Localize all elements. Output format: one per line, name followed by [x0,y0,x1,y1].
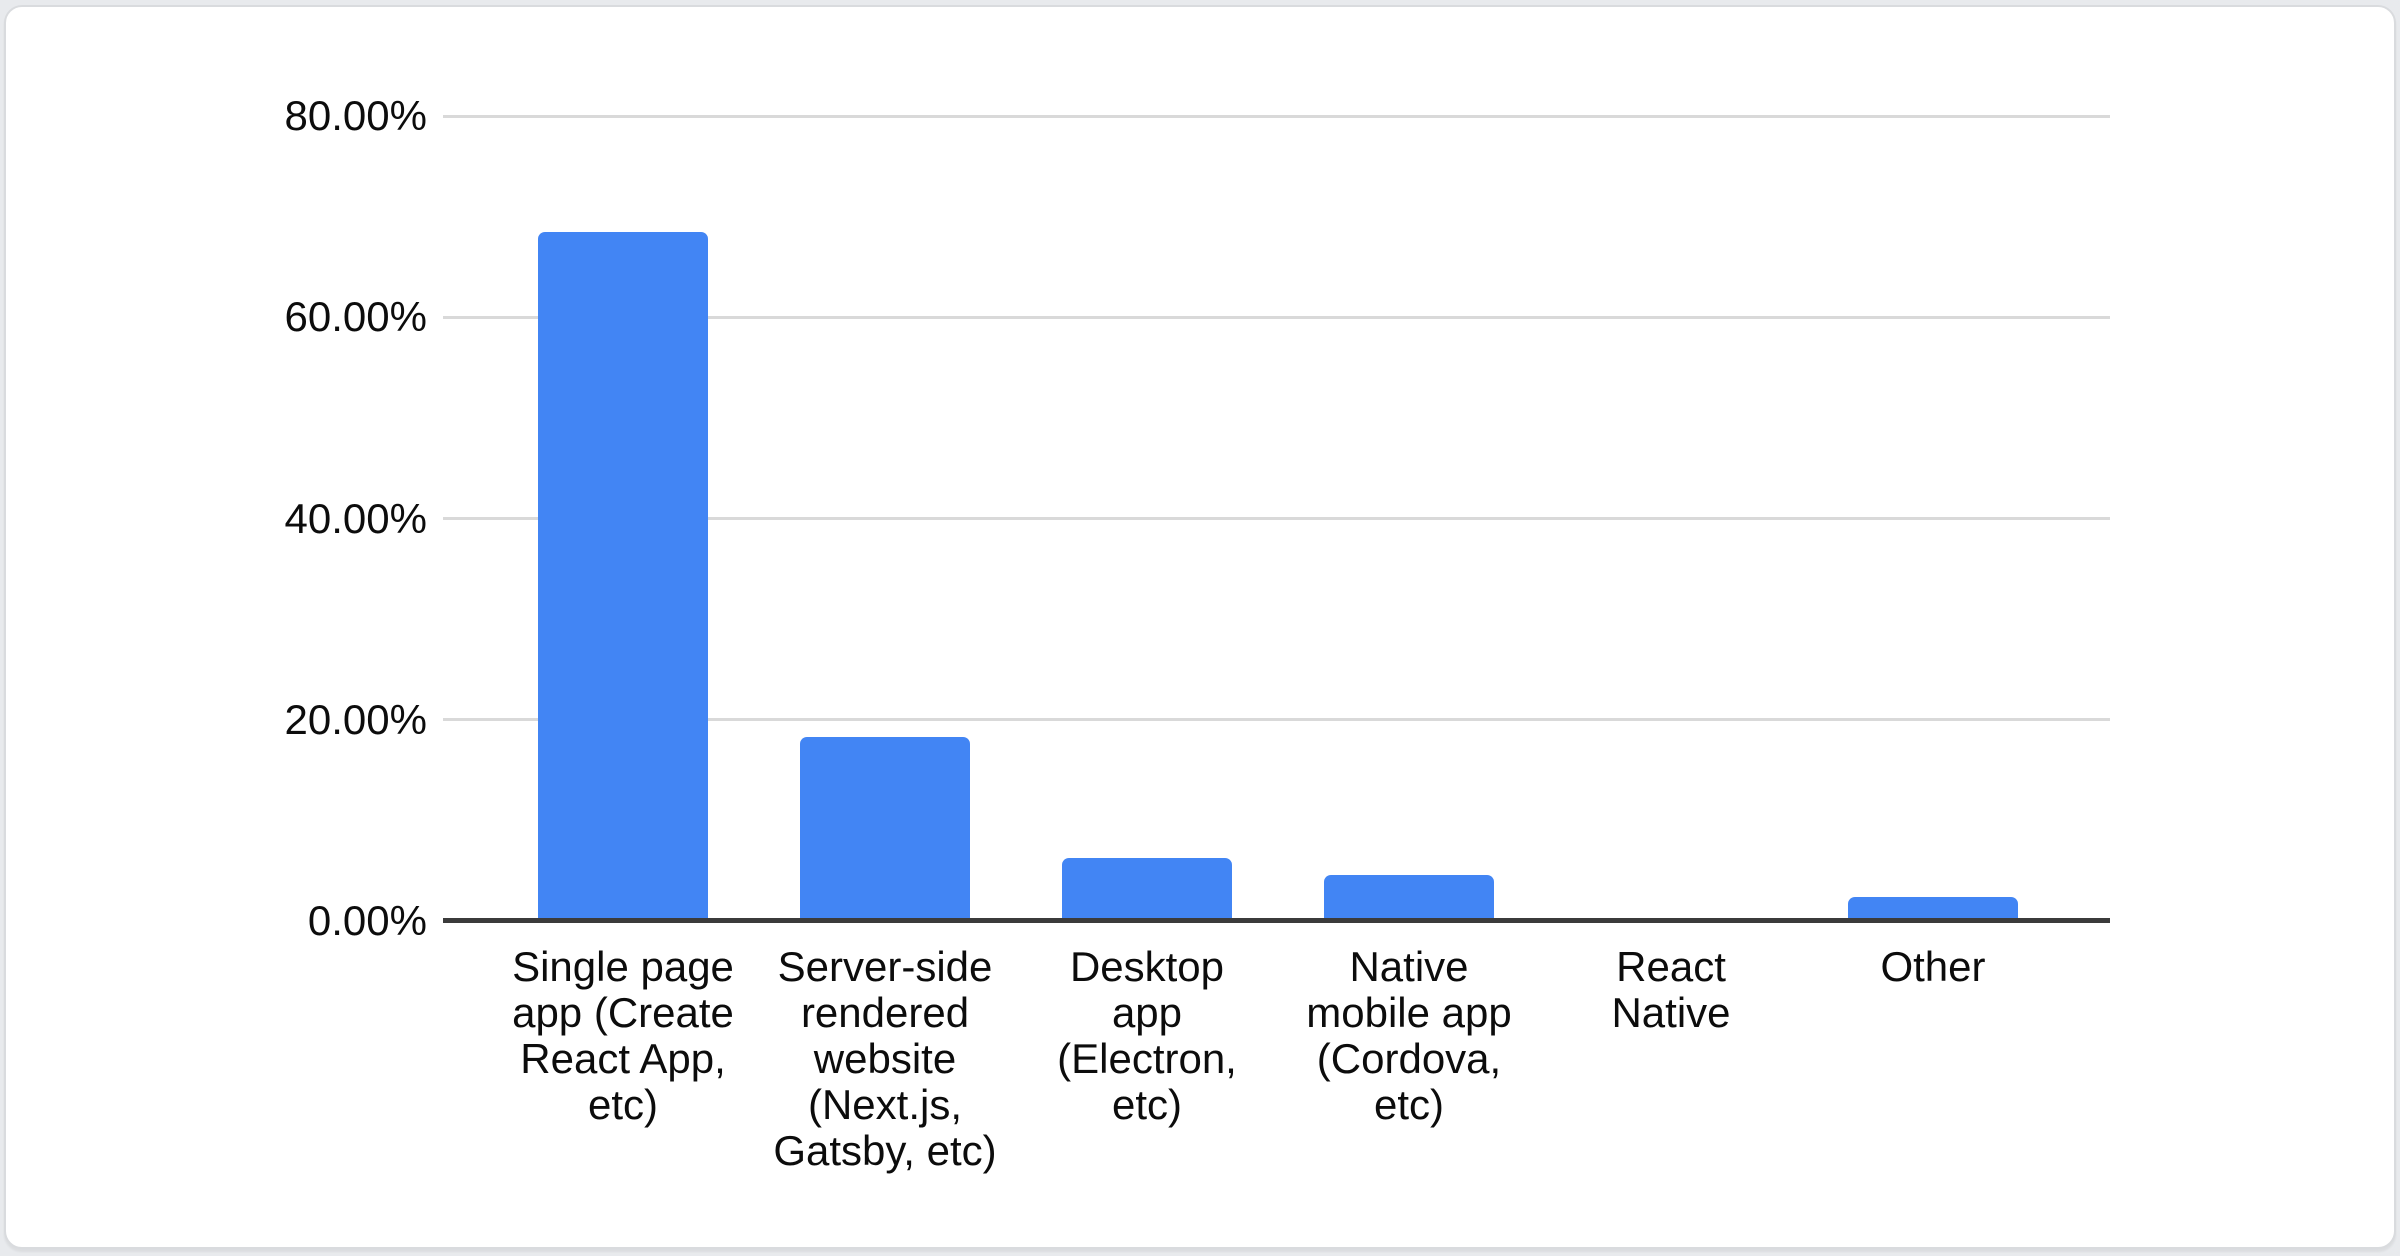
bar-2 [1062,858,1232,919]
gridline-60pct [443,316,2110,319]
x-axis-category-label-3: Native mobile app (Cordova, etc) [1306,943,1512,1128]
y-axis-tick-label-20: 20.00% [284,696,427,743]
x-axis-line [443,918,2110,923]
x-axis-category-label-4: React Native [1611,943,1731,1036]
y-axis-tick-label-80: 80.00% [284,92,427,139]
x-axis-category-label-2: Desktop app (Electron, etc) [1057,943,1237,1128]
y-axis-tick-label-60: 60.00% [284,293,427,340]
x-axis-category-label-1: Server-side rendered website (Next.js, G… [773,943,997,1174]
x-axis-category-label-0: Single page app (Create React App, etc) [512,943,734,1128]
gridline-40pct [443,517,2110,520]
y-axis-tick-label-40: 40.00% [284,495,427,542]
x-axis-category-label-5: Other [1880,943,1986,990]
bar-3 [1324,875,1494,919]
chart-card [4,5,2396,1249]
y-axis-tick-label-0: 0.00% [307,897,427,944]
bar-1 [800,737,970,919]
bar-5 [1848,897,2018,919]
bar-0 [538,232,708,919]
gridline-20pct [443,718,2110,721]
gridline-80pct [443,115,2110,118]
